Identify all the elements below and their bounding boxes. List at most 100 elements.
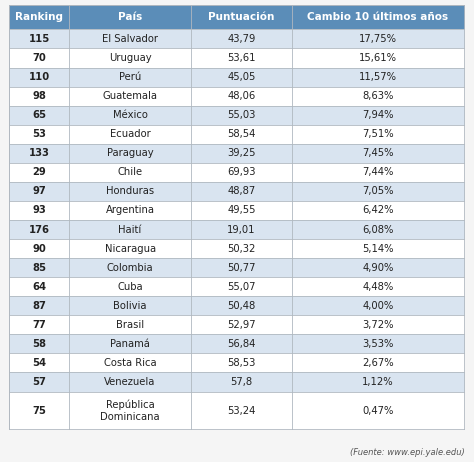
Text: 4,48%: 4,48% (363, 282, 394, 292)
Bar (9, 315, 465, 334)
Text: 43,79: 43,79 (228, 34, 256, 44)
Bar (9, 334, 465, 353)
Text: Cambio 10 últimos años: Cambio 10 últimos años (308, 12, 448, 22)
Text: (Fuente: www.epi.yale.edu): (Fuente: www.epi.yale.edu) (350, 449, 465, 457)
Text: 2,67%: 2,67% (362, 358, 394, 368)
Bar (9, 106, 465, 125)
Bar (9, 182, 465, 201)
Text: 49,55: 49,55 (228, 206, 256, 215)
Bar (9, 391, 465, 430)
Text: 133: 133 (28, 148, 49, 158)
Bar (9, 30, 465, 49)
Text: 69,93: 69,93 (228, 167, 256, 177)
Text: 50,32: 50,32 (228, 243, 256, 254)
Text: El Salvador: El Salvador (102, 34, 158, 44)
Text: 53: 53 (32, 129, 46, 139)
Text: 7,94%: 7,94% (362, 110, 394, 120)
Bar (9, 86, 465, 106)
Bar (9, 144, 465, 163)
Text: 7,45%: 7,45% (362, 148, 394, 158)
Text: Chile: Chile (118, 167, 143, 177)
Text: 50,77: 50,77 (228, 263, 256, 273)
Text: 5,14%: 5,14% (362, 243, 394, 254)
Text: 6,42%: 6,42% (362, 206, 394, 215)
Text: 57: 57 (32, 377, 46, 387)
Bar (9, 5, 465, 30)
Text: 48,87: 48,87 (228, 186, 255, 196)
Text: Ranking: Ranking (15, 12, 63, 22)
Text: 4,90%: 4,90% (363, 263, 394, 273)
Text: 64: 64 (32, 282, 46, 292)
Text: Puntuación: Puntuación (209, 12, 275, 22)
Bar (9, 49, 465, 67)
Text: 53,24: 53,24 (228, 406, 256, 416)
Text: 29: 29 (32, 167, 46, 177)
Text: 7,44%: 7,44% (363, 167, 394, 177)
Text: 4,00%: 4,00% (363, 301, 394, 311)
Text: 15,61%: 15,61% (359, 53, 397, 63)
Text: Brasil: Brasil (116, 320, 144, 330)
Text: 58,54: 58,54 (228, 129, 256, 139)
Text: Nicaragua: Nicaragua (104, 243, 155, 254)
Text: Panamá: Panamá (110, 339, 150, 349)
Text: 58: 58 (32, 339, 46, 349)
Text: 3,72%: 3,72% (362, 320, 394, 330)
Text: 52,97: 52,97 (227, 320, 256, 330)
Text: Costa Rica: Costa Rica (104, 358, 156, 368)
Bar (9, 125, 465, 144)
Text: 65: 65 (32, 110, 46, 120)
Bar (9, 201, 465, 220)
Bar (9, 239, 465, 258)
Bar (9, 163, 465, 182)
Text: 87: 87 (32, 301, 46, 311)
Text: 7,05%: 7,05% (362, 186, 394, 196)
Bar (9, 67, 465, 86)
Text: 1,12%: 1,12% (362, 377, 394, 387)
Text: 48,06: 48,06 (228, 91, 255, 101)
Bar (9, 258, 465, 277)
Text: 53,61: 53,61 (228, 53, 256, 63)
Text: 17,75%: 17,75% (359, 34, 397, 44)
Text: 115: 115 (28, 34, 50, 44)
Text: 57,8: 57,8 (230, 377, 253, 387)
Text: 19,01: 19,01 (228, 225, 256, 235)
Text: 50,48: 50,48 (228, 301, 255, 311)
Bar (9, 372, 465, 391)
Text: Ecuador: Ecuador (109, 129, 150, 139)
Text: 90: 90 (32, 243, 46, 254)
Bar (9, 277, 465, 296)
Text: Paraguay: Paraguay (107, 148, 154, 158)
Text: 7,51%: 7,51% (362, 129, 394, 139)
Text: 3,53%: 3,53% (363, 339, 394, 349)
Text: Uruguay: Uruguay (109, 53, 151, 63)
Text: 45,05: 45,05 (228, 72, 256, 82)
Bar (9, 296, 465, 315)
Text: 97: 97 (32, 186, 46, 196)
Text: País: País (118, 12, 142, 22)
Text: 77: 77 (32, 320, 46, 330)
Text: 75: 75 (32, 406, 46, 416)
Text: 0,47%: 0,47% (363, 406, 394, 416)
Text: Venezuela: Venezuela (104, 377, 156, 387)
Bar (9, 353, 465, 372)
Text: Argentina: Argentina (106, 206, 155, 215)
Text: 58,53: 58,53 (228, 358, 256, 368)
Text: México: México (113, 110, 147, 120)
Text: Haití: Haití (118, 225, 142, 235)
Text: Colombia: Colombia (107, 263, 154, 273)
Text: 98: 98 (32, 91, 46, 101)
Text: 6,08%: 6,08% (363, 225, 394, 235)
Text: 8,63%: 8,63% (363, 91, 394, 101)
Text: Honduras: Honduras (106, 186, 154, 196)
Text: 55,03: 55,03 (228, 110, 256, 120)
Text: 54: 54 (32, 358, 46, 368)
Text: 110: 110 (28, 72, 50, 82)
Text: Guatemala: Guatemala (102, 91, 157, 101)
Text: 11,57%: 11,57% (359, 72, 397, 82)
Text: 176: 176 (28, 225, 50, 235)
Text: Perú: Perú (119, 72, 141, 82)
Text: 55,07: 55,07 (228, 282, 256, 292)
Text: Cuba: Cuba (117, 282, 143, 292)
Text: 93: 93 (32, 206, 46, 215)
Text: 39,25: 39,25 (228, 148, 256, 158)
